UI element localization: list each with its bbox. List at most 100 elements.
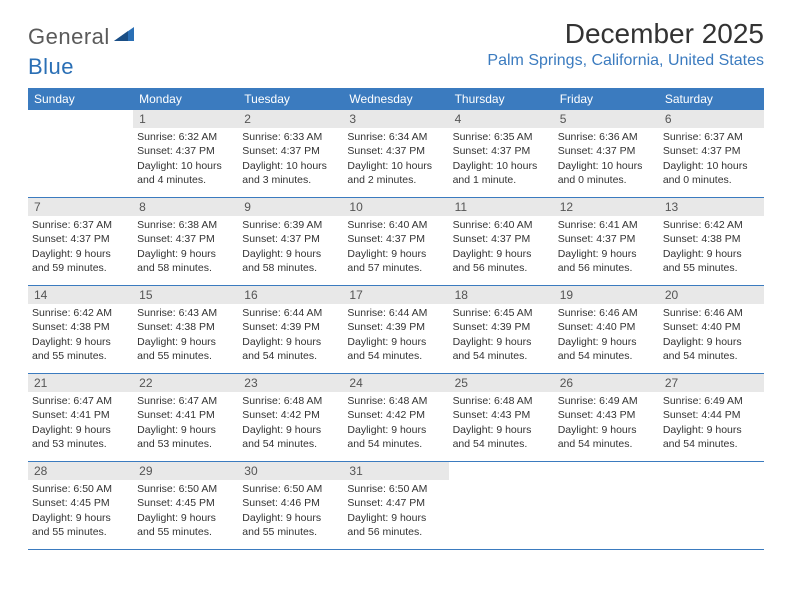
calendar-cell: 16Sunrise: 6:44 AMSunset: 4:39 PMDayligh… (238, 286, 343, 374)
sunset-line: Sunset: 4:37 PM (347, 144, 444, 158)
day-number: 10 (343, 198, 448, 216)
sunrise-line: Sunrise: 6:49 AM (663, 394, 760, 408)
sunset-line: Sunset: 4:38 PM (32, 320, 129, 334)
title-block: December 2025 Palm Springs, California, … (487, 18, 764, 70)
cell-content: Sunrise: 6:50 AMSunset: 4:45 PMDaylight:… (28, 480, 133, 543)
daylight-line: Daylight: 9 hours and 55 minutes. (32, 511, 129, 539)
daylight-line: Daylight: 9 hours and 58 minutes. (242, 247, 339, 275)
calendar-cell: 23Sunrise: 6:48 AMSunset: 4:42 PMDayligh… (238, 374, 343, 462)
day-number: 13 (659, 198, 764, 216)
cell-content: Sunrise: 6:45 AMSunset: 4:39 PMDaylight:… (449, 304, 554, 367)
cell-content: Sunrise: 6:50 AMSunset: 4:45 PMDaylight:… (133, 480, 238, 543)
sunrise-line: Sunrise: 6:47 AM (32, 394, 129, 408)
cell-content: Sunrise: 6:48 AMSunset: 4:42 PMDaylight:… (238, 392, 343, 455)
daylight-line: Daylight: 9 hours and 54 minutes. (663, 335, 760, 363)
sunset-line: Sunset: 4:43 PM (453, 408, 550, 422)
cell-content: Sunrise: 6:44 AMSunset: 4:39 PMDaylight:… (343, 304, 448, 367)
location-subtitle: Palm Springs, California, United States (487, 52, 764, 70)
cell-content: Sunrise: 6:32 AMSunset: 4:37 PMDaylight:… (133, 128, 238, 191)
sunrise-line: Sunrise: 6:42 AM (32, 306, 129, 320)
calendar-cell: 1Sunrise: 6:32 AMSunset: 4:37 PMDaylight… (133, 110, 238, 198)
daylight-line: Daylight: 10 hours and 4 minutes. (137, 159, 234, 187)
day-number: 1 (133, 110, 238, 128)
sunset-line: Sunset: 4:39 PM (347, 320, 444, 334)
sunrise-line: Sunrise: 6:48 AM (242, 394, 339, 408)
cell-content: Sunrise: 6:37 AMSunset: 4:37 PMDaylight:… (659, 128, 764, 191)
day-number: 3 (343, 110, 448, 128)
brand-part2: Blue (28, 54, 74, 80)
calendar-header-row: SundayMondayTuesdayWednesdayThursdayFrid… (28, 88, 764, 110)
calendar-page: General December 2025 Palm Springs, Cali… (0, 0, 792, 550)
weekday-header: Wednesday (343, 88, 448, 110)
weekday-header: Monday (133, 88, 238, 110)
sunrise-line: Sunrise: 6:45 AM (453, 306, 550, 320)
calendar-cell: 17Sunrise: 6:44 AMSunset: 4:39 PMDayligh… (343, 286, 448, 374)
calendar-body: 1Sunrise: 6:32 AMSunset: 4:37 PMDaylight… (28, 110, 764, 550)
sunset-line: Sunset: 4:39 PM (242, 320, 339, 334)
weekday-header: Friday (554, 88, 659, 110)
day-number: 31 (343, 462, 448, 480)
sunset-line: Sunset: 4:39 PM (453, 320, 550, 334)
daylight-line: Daylight: 9 hours and 56 minutes. (558, 247, 655, 275)
calendar-cell: 18Sunrise: 6:45 AMSunset: 4:39 PMDayligh… (449, 286, 554, 374)
sunrise-line: Sunrise: 6:37 AM (32, 218, 129, 232)
calendar-cell (554, 462, 659, 550)
sunset-line: Sunset: 4:37 PM (242, 232, 339, 246)
day-number: 16 (238, 286, 343, 304)
calendar-cell (449, 462, 554, 550)
calendar-cell: 9Sunrise: 6:39 AMSunset: 4:37 PMDaylight… (238, 198, 343, 286)
calendar-cell: 11Sunrise: 6:40 AMSunset: 4:37 PMDayligh… (449, 198, 554, 286)
day-number: 22 (133, 374, 238, 392)
calendar-cell: 4Sunrise: 6:35 AMSunset: 4:37 PMDaylight… (449, 110, 554, 198)
cell-content: Sunrise: 6:50 AMSunset: 4:46 PMDaylight:… (238, 480, 343, 543)
calendar-cell: 6Sunrise: 6:37 AMSunset: 4:37 PMDaylight… (659, 110, 764, 198)
day-number: 30 (238, 462, 343, 480)
cell-content: Sunrise: 6:38 AMSunset: 4:37 PMDaylight:… (133, 216, 238, 279)
day-number: 14 (28, 286, 133, 304)
day-number: 29 (133, 462, 238, 480)
weekday-header: Thursday (449, 88, 554, 110)
cell-content: Sunrise: 6:44 AMSunset: 4:39 PMDaylight:… (238, 304, 343, 367)
daylight-line: Daylight: 9 hours and 55 minutes. (663, 247, 760, 275)
sunrise-line: Sunrise: 6:35 AM (453, 130, 550, 144)
day-number: 27 (659, 374, 764, 392)
calendar-cell: 26Sunrise: 6:49 AMSunset: 4:43 PMDayligh… (554, 374, 659, 462)
sunset-line: Sunset: 4:47 PM (347, 496, 444, 510)
sunrise-line: Sunrise: 6:50 AM (32, 482, 129, 496)
day-number: 24 (343, 374, 448, 392)
sunrise-line: Sunrise: 6:46 AM (558, 306, 655, 320)
cell-content: Sunrise: 6:47 AMSunset: 4:41 PMDaylight:… (28, 392, 133, 455)
sunset-line: Sunset: 4:45 PM (137, 496, 234, 510)
daylight-line: Daylight: 9 hours and 58 minutes. (137, 247, 234, 275)
sunrise-line: Sunrise: 6:48 AM (347, 394, 444, 408)
day-number: 19 (554, 286, 659, 304)
sunrise-line: Sunrise: 6:36 AM (558, 130, 655, 144)
sunset-line: Sunset: 4:45 PM (32, 496, 129, 510)
cell-content: Sunrise: 6:49 AMSunset: 4:43 PMDaylight:… (554, 392, 659, 455)
daylight-line: Daylight: 9 hours and 57 minutes. (347, 247, 444, 275)
daylight-line: Daylight: 9 hours and 54 minutes. (242, 423, 339, 451)
day-number: 9 (238, 198, 343, 216)
day-number: 21 (28, 374, 133, 392)
calendar-cell: 7Sunrise: 6:37 AMSunset: 4:37 PMDaylight… (28, 198, 133, 286)
daylight-line: Daylight: 9 hours and 55 minutes. (32, 335, 129, 363)
sunrise-line: Sunrise: 6:50 AM (242, 482, 339, 496)
cell-content: Sunrise: 6:46 AMSunset: 4:40 PMDaylight:… (554, 304, 659, 367)
brand-logo: General (28, 24, 136, 50)
day-number: 7 (28, 198, 133, 216)
cell-content: Sunrise: 6:34 AMSunset: 4:37 PMDaylight:… (343, 128, 448, 191)
day-number: 6 (659, 110, 764, 128)
calendar-cell: 19Sunrise: 6:46 AMSunset: 4:40 PMDayligh… (554, 286, 659, 374)
day-number: 5 (554, 110, 659, 128)
daylight-line: Daylight: 9 hours and 54 minutes. (663, 423, 760, 451)
day-number: 15 (133, 286, 238, 304)
calendar-cell (659, 462, 764, 550)
calendar-cell: 2Sunrise: 6:33 AMSunset: 4:37 PMDaylight… (238, 110, 343, 198)
sunset-line: Sunset: 4:43 PM (558, 408, 655, 422)
sunrise-line: Sunrise: 6:44 AM (242, 306, 339, 320)
brand-triangle-icon (114, 25, 134, 41)
day-number: 26 (554, 374, 659, 392)
day-number: 28 (28, 462, 133, 480)
day-number: 23 (238, 374, 343, 392)
calendar-cell: 30Sunrise: 6:50 AMSunset: 4:46 PMDayligh… (238, 462, 343, 550)
